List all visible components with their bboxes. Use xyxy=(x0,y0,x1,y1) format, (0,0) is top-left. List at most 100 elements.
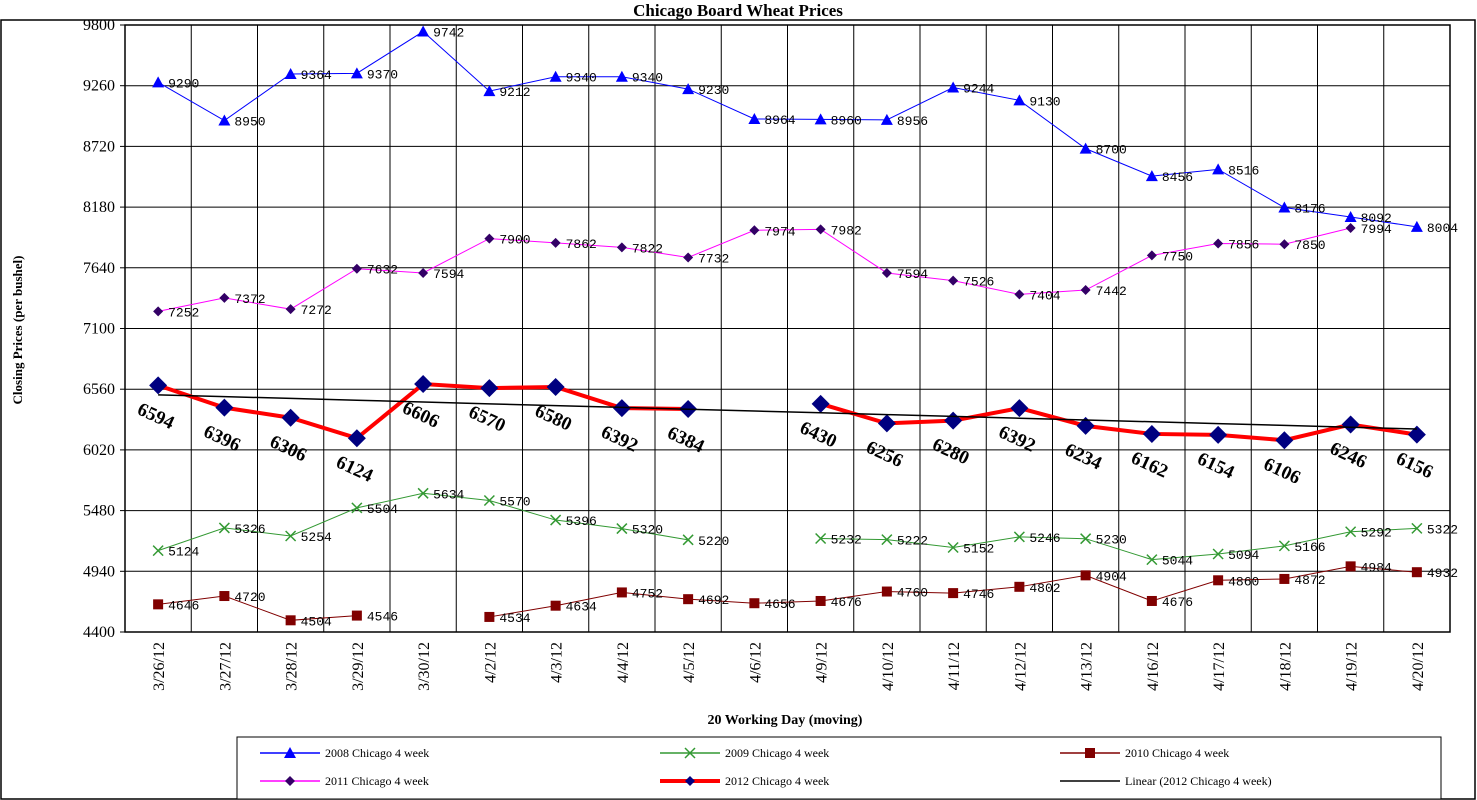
y-axis-label: Closing Prices (per bushel) xyxy=(10,256,25,405)
y-tick-label: 7640 xyxy=(83,260,115,277)
data-point xyxy=(417,487,429,499)
data-label: 4720 xyxy=(234,590,265,605)
y-tick-label: 4400 xyxy=(83,624,115,641)
x-tick-label: 3/28/12 xyxy=(284,642,301,691)
data-point xyxy=(615,70,628,82)
data-label: 9364 xyxy=(301,68,332,83)
data-point xyxy=(418,267,429,278)
data-label: 9742 xyxy=(433,26,464,41)
data-point xyxy=(811,394,830,413)
data-label: 5246 xyxy=(1029,531,1060,546)
data-label: 7404 xyxy=(1029,288,1060,303)
x-tick-label: 4/18/12 xyxy=(1277,642,1294,691)
data-label: 5094 xyxy=(1228,548,1259,563)
data-point xyxy=(815,595,826,606)
data-point xyxy=(484,611,495,622)
data-label: 9370 xyxy=(367,67,398,82)
data-label: 7372 xyxy=(234,292,265,307)
data-label: 5570 xyxy=(499,494,530,509)
data-point xyxy=(1209,425,1228,444)
data-point xyxy=(616,587,627,598)
data-point xyxy=(1142,424,1161,443)
data-point xyxy=(881,534,893,546)
data-label: 9230 xyxy=(698,83,729,98)
data-point xyxy=(1411,522,1423,534)
data-point xyxy=(550,237,561,248)
data-point xyxy=(351,610,362,621)
data-label: 5292 xyxy=(1361,526,1392,541)
data-point xyxy=(351,263,362,274)
x-tick-label: 4/19/12 xyxy=(1344,642,1361,691)
data-point xyxy=(881,267,892,278)
legend-label: 2008 Chicago 4 week xyxy=(325,746,429,760)
data-point xyxy=(153,306,164,317)
data-point xyxy=(1344,210,1357,222)
data-point xyxy=(1279,573,1290,584)
data-point xyxy=(616,523,628,535)
data-point xyxy=(1079,142,1092,154)
x-tick-label: 3/29/12 xyxy=(350,642,367,691)
x-tick-label: 4/13/12 xyxy=(1079,642,1096,691)
data-label: 5222 xyxy=(897,534,928,549)
y-tick-label: 9260 xyxy=(83,78,115,95)
data-point xyxy=(152,76,165,88)
data-point xyxy=(1145,170,1158,182)
data-point xyxy=(351,502,363,514)
data-label: 5634 xyxy=(433,487,464,502)
y-tick-label: 7100 xyxy=(83,321,115,338)
data-label: 5504 xyxy=(367,502,398,517)
x-axis-label: 20 Working Day (moving) xyxy=(708,713,863,728)
data-label: 7632 xyxy=(367,263,398,278)
chart-title: Chicago Board Wheat Prices xyxy=(633,1,843,20)
data-point xyxy=(1146,250,1157,261)
data-label: 5220 xyxy=(698,534,729,549)
legend-label: Linear (2012 Chicago 4 week) xyxy=(1125,774,1272,788)
data-label: 8700 xyxy=(1096,143,1127,158)
data-label: 4504 xyxy=(301,614,332,629)
data-label: 9290 xyxy=(168,76,199,91)
data-point xyxy=(281,408,300,427)
data-label: 4860 xyxy=(1228,574,1259,589)
data-label: 9130 xyxy=(1029,94,1060,109)
x-tick-label: 4/10/12 xyxy=(880,642,897,691)
data-label: 5124 xyxy=(168,545,199,560)
data-point xyxy=(219,292,230,303)
data-point xyxy=(480,379,499,398)
data-label: 7974 xyxy=(764,224,795,239)
data-label: 7732 xyxy=(698,251,729,266)
data-point xyxy=(1080,285,1091,296)
data-point xyxy=(948,588,959,599)
data-point xyxy=(347,429,366,448)
data-point xyxy=(948,275,959,286)
legend-marker xyxy=(684,747,696,759)
data-point xyxy=(1212,163,1225,175)
data-point xyxy=(1278,540,1290,552)
data-label: 5166 xyxy=(1294,540,1325,555)
x-tick-label: 4/4/12 xyxy=(615,642,632,683)
data-label: 4872 xyxy=(1294,573,1325,588)
x-tick-label: 4/16/12 xyxy=(1145,642,1162,691)
data-point xyxy=(285,615,296,626)
data-point xyxy=(749,598,760,609)
data-point xyxy=(815,224,826,235)
data-label: 4692 xyxy=(698,593,729,608)
data-label: 4904 xyxy=(1096,569,1127,584)
data-label: 4634 xyxy=(566,600,597,615)
data-point xyxy=(218,522,230,534)
data-label: 8456 xyxy=(1162,170,1193,185)
data-label: 5326 xyxy=(234,522,265,537)
data-label: 7822 xyxy=(632,241,663,256)
y-tick-label: 5480 xyxy=(83,503,115,520)
legend-marker xyxy=(284,747,296,758)
x-tick-label: 4/5/12 xyxy=(681,642,698,683)
data-label: 4546 xyxy=(367,610,398,625)
data-label: 4752 xyxy=(632,586,663,601)
data-label: 7272 xyxy=(301,303,332,318)
x-tick-label: 4/9/12 xyxy=(814,642,831,683)
data-point xyxy=(1345,561,1356,572)
x-tick-label: 4/12/12 xyxy=(1012,642,1029,691)
data-label: 9340 xyxy=(566,71,597,86)
data-label: 4932 xyxy=(1427,566,1458,581)
data-point xyxy=(1010,399,1029,418)
